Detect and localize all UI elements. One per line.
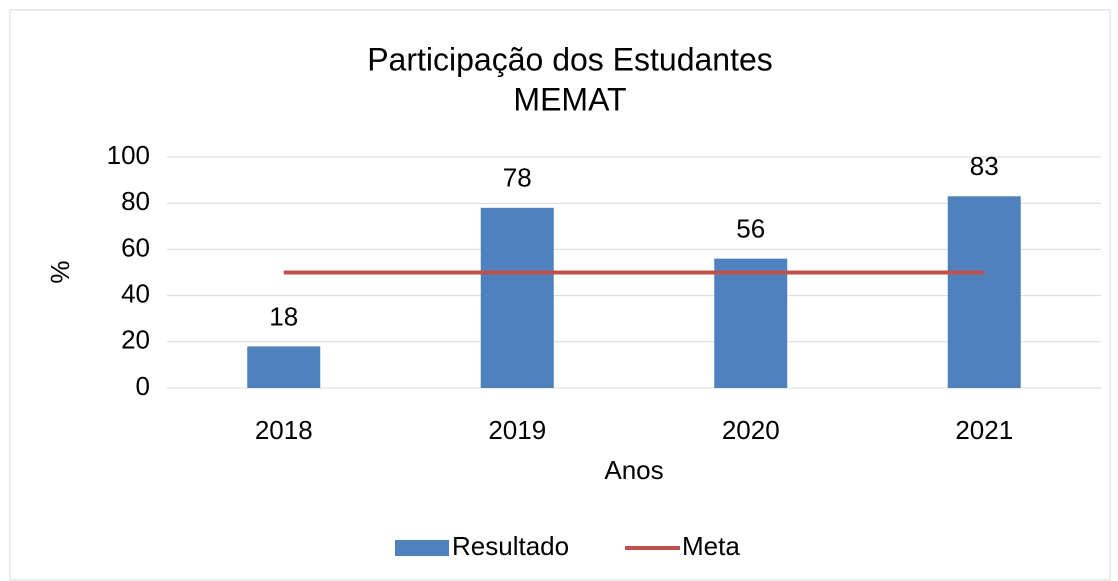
chart-subtitle: MEMAT xyxy=(513,81,626,117)
x-tick-label: 2018 xyxy=(255,415,313,445)
data-label: 83 xyxy=(970,151,999,181)
y-tick-label: 80 xyxy=(121,186,150,216)
chart-border xyxy=(9,9,1111,581)
bar xyxy=(947,196,1021,388)
y-tick-label: 0 xyxy=(136,371,150,401)
x-tick-label: 2020 xyxy=(722,415,780,445)
y-tick-label: 100 xyxy=(107,140,150,170)
chart-title: Participação dos Estudantes xyxy=(367,41,773,77)
legend-swatch xyxy=(395,540,449,556)
bar xyxy=(480,207,554,388)
bar xyxy=(247,346,321,388)
x-axis-label: Anos xyxy=(604,455,663,485)
bar xyxy=(714,258,788,388)
data-label: 18 xyxy=(269,301,298,331)
y-tick-label: 40 xyxy=(121,278,150,308)
data-label: 56 xyxy=(736,214,765,244)
data-label: 78 xyxy=(503,163,532,193)
legend-label: Resultado xyxy=(452,531,569,561)
x-tick-label: 2019 xyxy=(488,415,546,445)
x-tick-label: 2021 xyxy=(955,415,1013,445)
y-tick-label: 20 xyxy=(121,325,150,355)
y-tick-label: 60 xyxy=(121,232,150,262)
y-axis-label: % xyxy=(45,260,75,283)
legend-label: Meta xyxy=(682,531,740,561)
